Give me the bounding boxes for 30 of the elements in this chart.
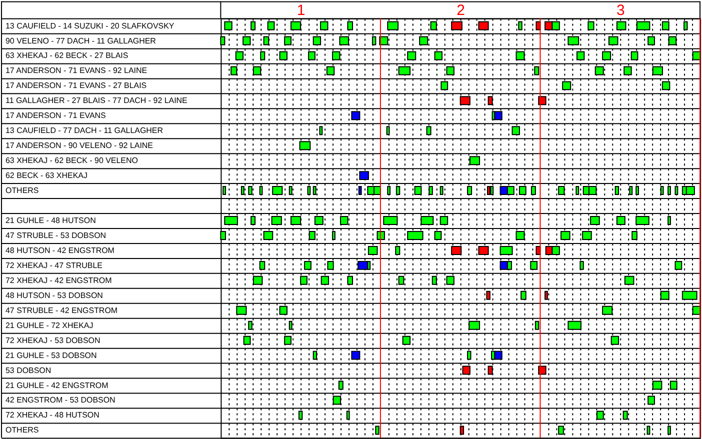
y-tick-label: 21 GUHLE - 72 XHEKAJ — [5, 320, 94, 330]
y-tick-label: 47 STRUBLE - 53 DOBSON — [5, 230, 106, 240]
y-tick-label: 62 BECK - 63 XHEKAJ — [5, 171, 88, 180]
y-tick-label: 17 ANDERSON - 71 EVANS — [5, 111, 106, 120]
y-tick-label: 13 CAUFIELD - 77 DACH - 11 GALLAGHER — [5, 126, 164, 136]
x-tick-label: 3 — [616, 2, 625, 19]
y-tick-label: 72 XHEKAJ - 42 ENGSTROM — [5, 276, 112, 285]
y-tick-label: 53 DOBSON — [5, 366, 52, 375]
y-tick-label: 11 GALLAGHER - 27 BLAIS - 77 DACH - 92 LAINE — [5, 96, 188, 106]
y-tick-label: 48 HUTSON - 42 ENGSTROM — [5, 246, 114, 255]
y-tick-label: OTHERS — [5, 186, 39, 196]
y-tick-label: 17 ANDERSON - 71 EVANS - 92 LAINE — [5, 66, 148, 76]
y-tick-label: OTHERS — [5, 426, 39, 435]
y-tick-label: 72 XHEKAJ - 48 HUTSON — [5, 410, 100, 420]
x-tick-label: 1 — [296, 2, 306, 19]
y-tick-label: 90 VELENO - 77 DACH - 11 GALLAGHER — [5, 36, 156, 46]
y-tick-label: 72 XHEKAJ - 53 DOBSON — [5, 336, 101, 345]
y-tick-label: 21 GUHLE - 48 HUTSON — [5, 216, 96, 225]
y-tick-label: 48 HUTSON - 53 DOBSON — [5, 290, 104, 300]
y-tick-label: 17 ANDERSON - 90 VELENO - 92 LAINE — [5, 141, 153, 150]
y-tick-label: 47 STRUBLE - 42 ENGSTROM — [5, 306, 118, 315]
y-tick-label: 72 XHEKAJ - 47 STRUBLE — [5, 260, 102, 270]
x-tick-label: 2 — [456, 2, 466, 19]
y-tick-label: 13 CAUFIELD - 14 SUZUKI - 20 SLAFKOVSKY — [5, 21, 175, 30]
y-tick-label: 63 XHEKAJ - 62 BECK - 27 BLAIS — [5, 51, 128, 60]
y-tick-label: 21 GUHLE - 53 DOBSON — [5, 350, 97, 360]
y-tick-label: 42 ENGSTROM - 53 DOBSON — [5, 396, 116, 405]
y-tick-label: 17 ANDERSON - 71 EVANS - 27 BLAIS — [5, 81, 147, 90]
y-tick-label: 63 XHEKAJ - 62 BECK - 90 VELENO — [5, 156, 138, 166]
y-tick-label: 21 GUHLE - 42 ENGSTROM — [5, 380, 108, 390]
